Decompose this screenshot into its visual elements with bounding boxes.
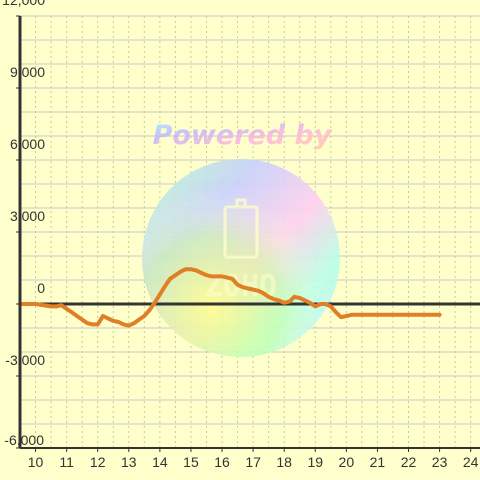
series-line: [18, 267, 442, 328]
watermark-text: Powered by: [153, 120, 333, 151]
y-tick-label: 12,000: [2, 0, 45, 8]
x-tick-label: 15: [183, 454, 199, 470]
x-tick-label: 19: [307, 454, 323, 470]
x-tick-label: 17: [245, 454, 261, 470]
y-tick-label: -6,000: [4, 432, 44, 448]
y-tick-label: 3,000: [10, 208, 45, 224]
x-tick-label: 22: [401, 454, 417, 470]
y-tick-labels: 12,000 9,000 6,000 3,000 0 -3,000 -6,000: [2, 0, 45, 449]
series-layer: [18, 267, 442, 328]
y-tick-label: -3,000: [5, 352, 45, 368]
x-tick-label: 16: [214, 454, 230, 470]
x-tick-label: 11: [59, 454, 74, 470]
x-tick-label: 24: [463, 454, 479, 470]
y-tick-label: 6,000: [10, 136, 45, 152]
y-tick-label: 9,000: [10, 64, 45, 80]
x-tick-label: 14: [152, 454, 168, 470]
x-tick-label: 18: [276, 454, 292, 470]
x-tick-label: 10: [28, 454, 44, 470]
y-tick-label: 0: [37, 280, 45, 296]
x-tick-labels: 10 11 12 13 14 15 16 17 18 19 20 21 22 23 24: [28, 448, 479, 470]
x-tick-label: 12: [90, 454, 106, 470]
x-tick-label: 21: [370, 454, 386, 470]
x-tick-label: 13: [121, 454, 137, 470]
x-tick-label: 20: [339, 454, 355, 470]
battery-icon: [223, 198, 259, 259]
x-tick-label: 23: [432, 454, 448, 470]
